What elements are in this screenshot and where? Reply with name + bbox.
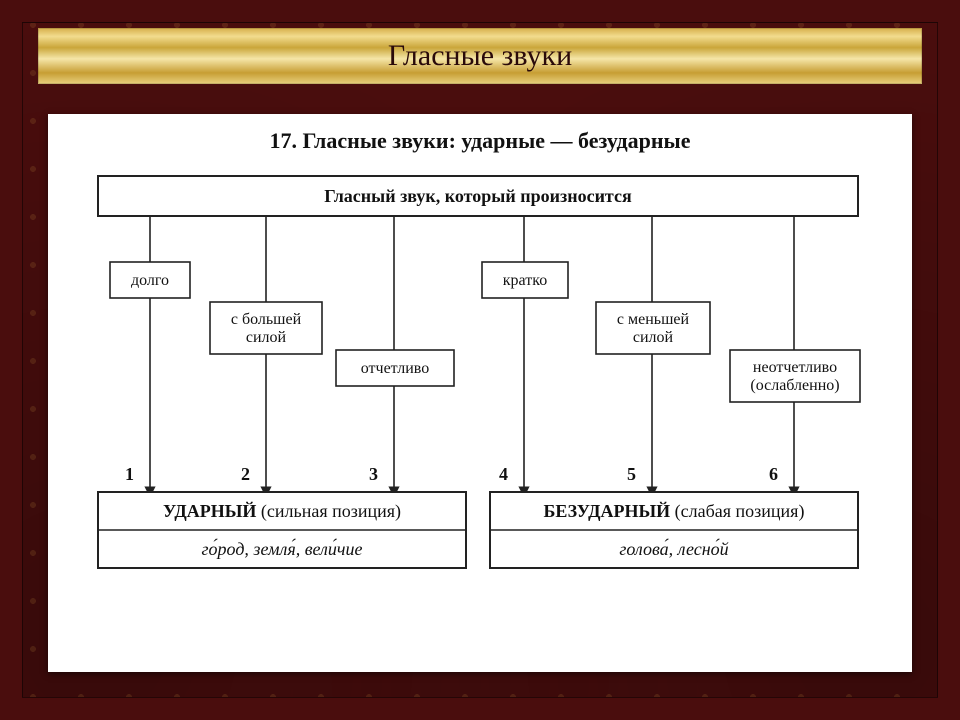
branch-label-6: неотчетливо — [753, 359, 837, 376]
diagram-panel: 17. Гласные звуки: ударные — безударные … — [48, 114, 912, 672]
branches-group: долго1с большейсилой2отчетливо3кратко4с … — [110, 216, 860, 492]
branch-box-6 — [730, 350, 860, 402]
branch-label-1: долго — [131, 272, 169, 289]
branch-label-3: отчетливо — [361, 360, 430, 377]
branch-number-1: 1 — [125, 464, 134, 484]
branch-label-6: (ослабленно) — [750, 377, 839, 394]
branch-number-4: 4 — [499, 464, 508, 484]
result-title-right: БЕЗУДАРНЫЙ (слабая позиция) — [544, 500, 805, 522]
title-bar: Гласные звуки — [38, 28, 922, 84]
branch-label-4: кратко — [503, 272, 547, 289]
branch-label-2: с большей — [231, 311, 302, 328]
branch-label-5: силой — [633, 329, 674, 346]
branch-number-2: 2 — [241, 464, 250, 484]
diagram-heading: 17. Гласные звуки: ударные — безударные — [270, 128, 691, 153]
branch-number-5: 5 — [627, 464, 636, 484]
branch-box-2 — [210, 302, 322, 354]
result-title-left: УДАРНЫЙ (сильная позиция) — [163, 500, 401, 522]
results-group: УДАРНЫЙ (сильная позиция) го́род, земля́,… — [98, 492, 858, 568]
diagram-svg: 17. Гласные звуки: ударные — безударные … — [48, 114, 912, 672]
branch-label-2: силой — [246, 329, 287, 346]
branch-label-5: с меньшей — [617, 311, 690, 328]
slide-title: Гласные звуки — [388, 39, 572, 73]
branch-box-5 — [596, 302, 710, 354]
result-examples-right: голова́, лесно́й — [619, 538, 728, 559]
result-examples-left: го́род, земля́, вели́чие — [202, 538, 363, 559]
slide-root: Гласные звуки 17. Гласные звуки: ударные… — [0, 0, 960, 720]
root-label: Гласный звук, который произносится — [324, 186, 632, 206]
branch-number-6: 6 — [769, 464, 778, 484]
branch-number-3: 3 — [369, 464, 378, 484]
